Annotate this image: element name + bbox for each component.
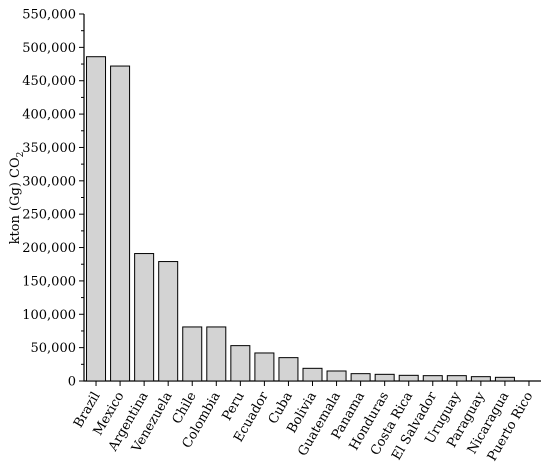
- y-tick-label: 200,000: [22, 241, 76, 256]
- svg-text:kton (Gg) CO2: kton (Gg) CO2: [8, 152, 26, 245]
- y-tick-label: 350,000: [22, 141, 76, 156]
- y-axis-title-subscript: 2: [16, 152, 26, 158]
- bar: [254, 352, 275, 382]
- bar: [158, 261, 179, 382]
- bar: [470, 376, 491, 382]
- bar: [278, 357, 299, 382]
- bar: [134, 253, 155, 382]
- bar: [398, 374, 419, 382]
- y-axis-title-main: kton (Gg) CO: [8, 157, 23, 244]
- bar: [86, 56, 107, 382]
- y-tick-label: 500,000: [22, 41, 76, 56]
- y-tick-label: 150,000: [22, 274, 76, 289]
- y-axis-title: kton (Gg) CO2: [8, 152, 26, 245]
- bar: [446, 375, 467, 382]
- plot-area: 0 50,000 100,000 150,000 200,000 250,000 300,0…: [22, 8, 541, 464]
- bar: [182, 326, 203, 382]
- bar: [230, 345, 251, 382]
- bar: [302, 367, 323, 382]
- y-tick-label: 300,000: [22, 174, 76, 189]
- y-tick-label: 400,000: [22, 108, 76, 123]
- y-tick-label: 0: [68, 375, 76, 390]
- bar: [374, 373, 395, 382]
- y-tick-label: 50,000: [31, 341, 77, 356]
- y-tick-label: 250,000: [22, 208, 76, 223]
- bar: [110, 65, 131, 382]
- y-tick-label: 450,000: [22, 74, 76, 89]
- bar: [206, 326, 227, 382]
- y-tick-label: 100,000: [22, 308, 76, 323]
- y-tick-label: 550,000: [22, 8, 76, 23]
- bar: [326, 370, 347, 382]
- bar: [350, 373, 371, 382]
- bar: [422, 375, 443, 382]
- bar: [494, 376, 515, 382]
